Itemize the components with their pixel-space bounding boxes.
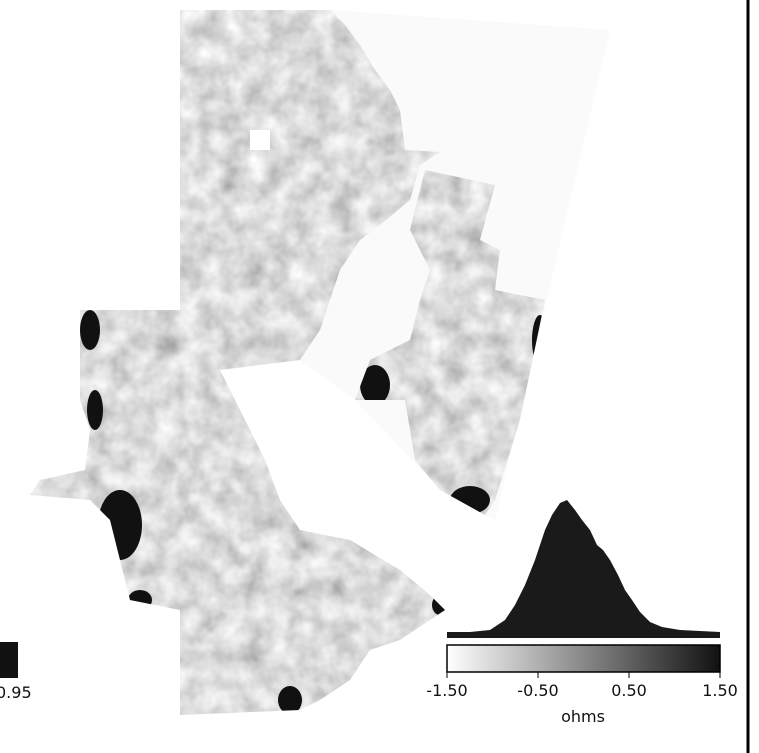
colorbar-tick-label: -1.50	[426, 681, 467, 700]
colorbar	[446, 644, 721, 673]
colorbar-tick-label: -0.50	[517, 681, 558, 700]
colorbar-label: ohms	[561, 707, 605, 726]
inset-legend-swatch	[0, 642, 18, 678]
inset-legend-label: 0.95	[0, 683, 32, 702]
colorbar-tick-label: 1.50	[702, 681, 738, 700]
colorbar-tick-label: 0.50	[611, 681, 647, 700]
histogram	[447, 500, 720, 638]
